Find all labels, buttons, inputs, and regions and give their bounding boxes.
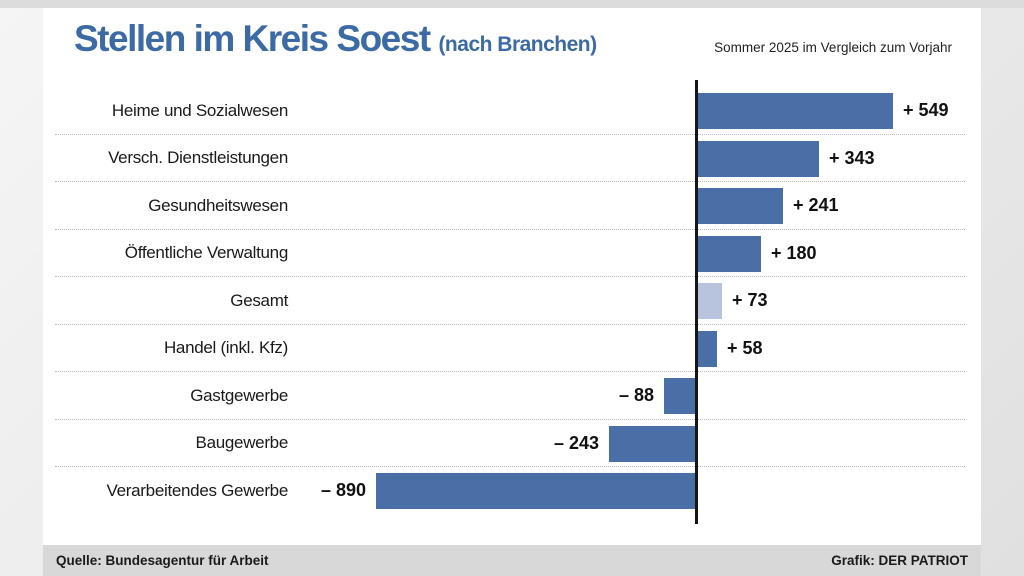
- chart-subtitle: Sommer 2025 im Vergleich zum Vorjahr: [714, 40, 952, 55]
- category-label: Versch. Dienstleistungen: [108, 148, 288, 168]
- value-label: – 88: [618, 385, 654, 406]
- category-label: Verarbeitendes Gewerbe: [106, 480, 289, 500]
- bar: [696, 140, 819, 177]
- category-label: Gesundheitswesen: [148, 195, 288, 215]
- title-suffix: (nach Branchen): [438, 33, 597, 56]
- bar: [696, 330, 717, 367]
- chart-row: Gastgewerbe – 88: [43, 372, 981, 420]
- chart-panel: Stellen im Kreis Soest (nach Branchen) S…: [43, 8, 981, 576]
- value-label: – 890: [320, 480, 366, 501]
- chart-row: Verarbeitendes Gewerbe – 890: [43, 467, 981, 515]
- title-main: Stellen im Kreis Soest: [74, 18, 431, 59]
- bar-highlight: [696, 283, 722, 319]
- value-label: + 549: [903, 100, 949, 121]
- category-label: Gesamt: [230, 290, 288, 310]
- bar: [696, 235, 761, 272]
- zero-axis: [695, 80, 698, 524]
- bar: [609, 425, 696, 462]
- value-label: + 58: [727, 337, 763, 358]
- footer-bar: Quelle: Bundesagentur für Arbeit Grafik:…: [43, 545, 981, 576]
- bar-chart: Heime und Sozialwesen + 549 Versch. Dienst…: [43, 80, 981, 524]
- value-label: – 243: [553, 432, 599, 453]
- value-label: + 73: [732, 290, 768, 311]
- bar: [696, 188, 783, 224]
- chart-row: Heime und Sozialwesen + 549: [43, 87, 981, 135]
- bar: [696, 93, 893, 129]
- chart-row: Gesundheitswesen + 241: [43, 182, 981, 230]
- chart-header: Stellen im Kreis Soest (nach Branchen) S…: [43, 8, 981, 87]
- top-band: [0, 0, 1024, 8]
- value-label: + 241: [793, 195, 839, 216]
- bar: [376, 473, 696, 509]
- category-label: Gastgewerbe: [190, 385, 288, 405]
- chart-row: Versch. Dienstleistungen + 343: [43, 135, 981, 183]
- graphic-credit: Grafik: DER PATRIOT: [831, 553, 968, 568]
- chart-row: Öffentliche Verwaltung + 180: [43, 230, 981, 278]
- page-title: Stellen im Kreis Soest (nach Branchen): [74, 18, 597, 60]
- category-label: Handel (inkl. Kfz): [163, 338, 288, 358]
- bar: [664, 378, 696, 414]
- value-label: + 180: [771, 242, 817, 263]
- value-label: + 343: [829, 147, 875, 168]
- category-label: Öffentliche Verwaltung: [124, 243, 289, 263]
- chart-row: Baugewerbe – 243: [43, 420, 981, 468]
- chart-row: Handel (inkl. Kfz) + 58: [43, 325, 981, 373]
- chart-row: Gesamt + 73: [43, 277, 981, 325]
- source-credit: Quelle: Bundesagentur für Arbeit: [56, 553, 269, 568]
- category-label: Heime und Sozialwesen: [111, 100, 288, 120]
- category-label: Baugewerbe: [195, 433, 289, 453]
